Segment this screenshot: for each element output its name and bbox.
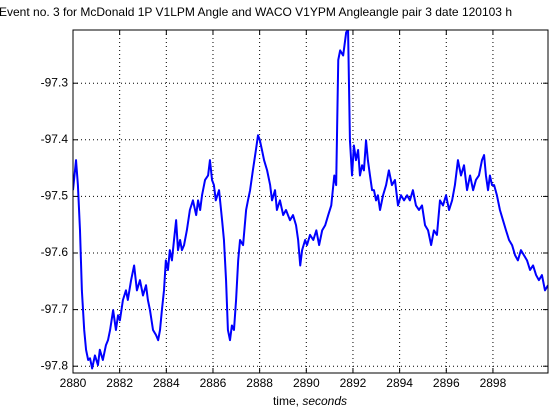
x-tick-label: 2898 xyxy=(480,376,507,390)
x-tick-label: 2890 xyxy=(293,376,320,390)
x-axis-label-text: time, xyxy=(273,394,299,408)
axes-box xyxy=(72,29,549,374)
series xyxy=(73,30,548,370)
x-tick-label: 2892 xyxy=(340,376,367,390)
x-tick-label: 2886 xyxy=(200,376,227,390)
plot-area xyxy=(73,30,548,373)
x-tick-label: 2880 xyxy=(60,376,87,390)
y-tick-label: -97.4 xyxy=(41,132,69,146)
y-tick-label: -97.8 xyxy=(41,358,69,372)
x-tick-label: 2882 xyxy=(106,376,133,390)
data-line xyxy=(73,30,548,370)
y-tick-label: -97.7 xyxy=(41,302,69,316)
ticks: 2880 2882 2884 2886 2888 2890 2892 2894 2896 2898… xyxy=(41,30,548,390)
x-axis-label: time, seconds xyxy=(273,394,347,408)
x-axis-label-unit: seconds xyxy=(302,394,347,408)
y-tick-label: -97.3 xyxy=(41,75,69,89)
x-tick-label: 2884 xyxy=(153,376,180,390)
x-tick-label: 2888 xyxy=(246,376,273,390)
y-tick-label: -97.6 xyxy=(41,245,69,259)
y-tick-label: -97.5 xyxy=(41,189,69,203)
x-tick-label: 2894 xyxy=(386,376,413,390)
x-tick-label: 2896 xyxy=(433,376,460,390)
chart-title: Event no. 3 for McDonald 1P V1LPM Angle … xyxy=(0,5,512,19)
